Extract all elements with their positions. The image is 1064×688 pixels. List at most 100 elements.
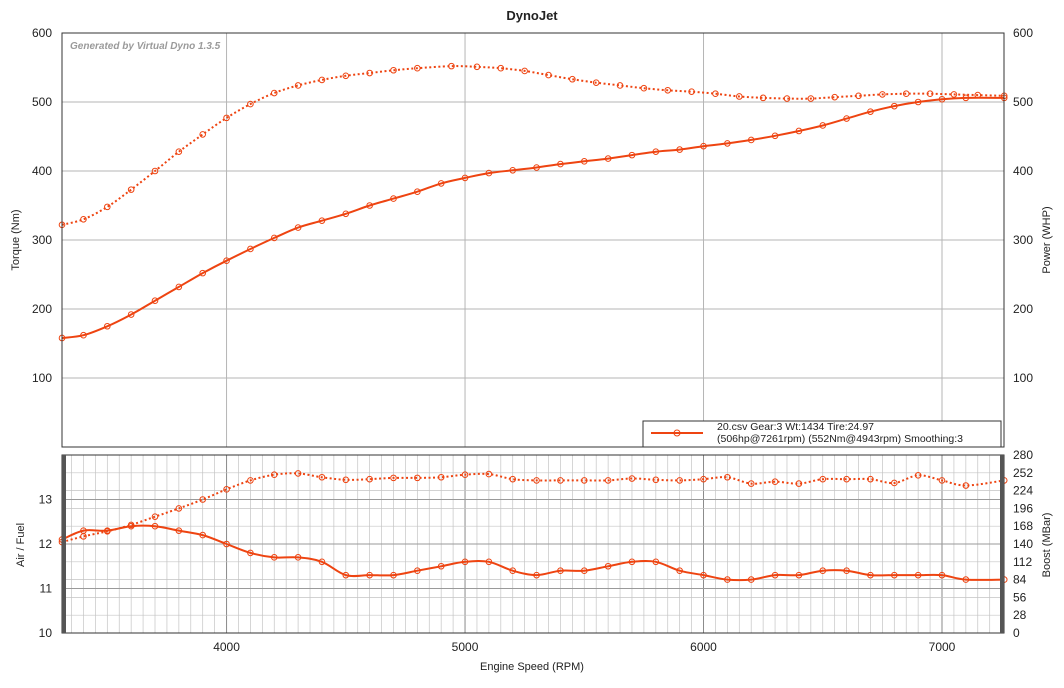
top-series-solid-point-7 bbox=[223, 257, 230, 265]
bottom-series-dotted-point-35 bbox=[890, 479, 898, 487]
top-right-tick-500: 500 bbox=[1013, 95, 1033, 109]
legend-line2: (506hp@7261rpm) (552Nm@4943rpm) Smoothin… bbox=[717, 433, 963, 445]
bottom-right-tick-labels: 0 28 56 84 112 140 168 196 224 252 280 bbox=[1013, 448, 1033, 640]
top-y-axis-label: Torque (Nm) bbox=[10, 209, 22, 270]
top-series-dotted-point-4 bbox=[151, 167, 159, 175]
bottom-right-tick-252: 252 bbox=[1013, 466, 1033, 480]
bottom-series-dotted-point-4 bbox=[151, 513, 159, 520]
bottom-left-tick-12: 12 bbox=[39, 537, 53, 551]
x-tick-6000: 6000 bbox=[690, 640, 717, 654]
chart-title: DynoJet bbox=[506, 8, 558, 23]
bottom-series-solid-point-34 bbox=[867, 571, 874, 579]
bottom-series-dotted-point-26 bbox=[676, 477, 683, 484]
top-series-solid-point-1 bbox=[80, 331, 87, 339]
bottom-series-dotted-point-18 bbox=[485, 470, 493, 478]
top-series-dotted-point-31 bbox=[807, 95, 815, 102]
legend-marker bbox=[673, 429, 681, 437]
bottom-left-tick-13: 13 bbox=[39, 493, 53, 507]
top-series-solid-point-21 bbox=[557, 160, 564, 168]
bottom-series-solid-point-19 bbox=[509, 567, 517, 575]
bottom-series-dotted-point-33 bbox=[843, 475, 850, 483]
top-series-dotted-point-21 bbox=[569, 75, 576, 83]
top-series-solid-point-8 bbox=[247, 245, 254, 253]
top-series-dotted-point-23 bbox=[616, 82, 624, 89]
top-series-solid-point-4 bbox=[151, 297, 159, 305]
bottom-right-tick-168: 168 bbox=[1013, 519, 1033, 533]
top-series-solid-point-9 bbox=[270, 234, 278, 242]
top-series-solid-point-10 bbox=[294, 224, 302, 231]
top-series-dotted-point-2 bbox=[104, 203, 111, 211]
top-series-dotted-point-16 bbox=[448, 62, 455, 70]
top-series-dotted-point-18 bbox=[497, 64, 505, 72]
top-series-solid-point-26 bbox=[676, 146, 683, 153]
top-series-dotted-point-36 bbox=[926, 90, 934, 98]
bottom-series-dotted-point-5 bbox=[175, 505, 183, 512]
bottom-series-dotted-point-25 bbox=[652, 476, 660, 484]
top-series-solid-point-20 bbox=[533, 164, 540, 171]
bottom-series-dotted-point-23 bbox=[604, 477, 612, 484]
top-series-solid-point-23 bbox=[604, 155, 612, 162]
bottom-series-dotted-point-38 bbox=[962, 482, 970, 489]
bottom-series-dotted-point-7 bbox=[223, 486, 230, 493]
top-series-dotted-point-26 bbox=[688, 88, 695, 95]
bottom-series-solid-point-6 bbox=[199, 531, 207, 539]
bottom-series-dotted-point-30 bbox=[771, 478, 779, 486]
x-axis-label: Engine Speed (RPM) bbox=[480, 661, 584, 673]
top-series-dotted-point-3 bbox=[127, 186, 135, 193]
top-series-solid-point-35 bbox=[890, 102, 898, 110]
bottom-series-dotted-point-22 bbox=[580, 477, 588, 484]
top-right-tick-400: 400 bbox=[1013, 164, 1033, 178]
bottom-series-solid-point-30 bbox=[771, 571, 779, 579]
bottom-right-tick-56: 56 bbox=[1013, 590, 1027, 604]
bottom-left-tick-labels: 10 11 12 13 bbox=[39, 493, 53, 641]
bottom-series-solid-point-10 bbox=[294, 554, 302, 561]
bottom-series-dotted-point-32 bbox=[819, 475, 827, 483]
bottom-series-dotted-point-21 bbox=[557, 477, 564, 484]
top-series-solid-point-12 bbox=[342, 210, 350, 218]
bottom-series-solid-point-37 bbox=[938, 571, 946, 579]
top-series-dotted-point-32 bbox=[831, 93, 838, 101]
top-series-dotted-point-10 bbox=[294, 82, 302, 89]
top-left-tick-300: 300 bbox=[32, 233, 52, 247]
bottom-right-tick-84: 84 bbox=[1013, 573, 1027, 587]
bottom-series-solid-point-36 bbox=[914, 571, 922, 579]
top-right-tick-300: 300 bbox=[1013, 233, 1033, 247]
top-series-solid-point-27 bbox=[700, 142, 707, 150]
bottom-series-dotted-point-24 bbox=[628, 475, 636, 482]
bottom-series-dotted-point-16 bbox=[437, 473, 445, 481]
bottom-series-solid-point-23 bbox=[604, 562, 612, 570]
top-series-solid-point-28 bbox=[724, 140, 731, 147]
top-series-solid-point-22 bbox=[580, 158, 588, 165]
bottom-series-dotted-point-12 bbox=[342, 476, 350, 484]
bottom-series-solid-point-13 bbox=[366, 571, 373, 579]
bottom-right-tick-140: 140 bbox=[1013, 537, 1033, 551]
top-series-solid-point-13 bbox=[366, 202, 373, 209]
top-series-dotted-point-20 bbox=[545, 71, 552, 79]
top-series-dotted-point-30 bbox=[783, 95, 791, 102]
top-series-solid-point-30 bbox=[771, 132, 779, 140]
bottom-series-dotted-point-37 bbox=[938, 477, 946, 484]
bottom-series-solid-point-11 bbox=[318, 558, 326, 566]
bottom-series-solid-point-18 bbox=[485, 558, 493, 566]
bottom-right-tick-196: 196 bbox=[1013, 501, 1033, 515]
bottom-series-dotted-point-34 bbox=[867, 475, 874, 483]
bottom-y-axis-label: Air / Fuel bbox=[15, 523, 27, 567]
top-series-dotted-point-19 bbox=[521, 67, 528, 75]
x-tick-5000: 5000 bbox=[452, 640, 479, 654]
bottom-right-ruler bbox=[1000, 455, 1004, 633]
top-series-solid-line bbox=[61, 96, 1005, 339]
bottom-series-solid-point-38 bbox=[962, 576, 970, 583]
bottom-series-dotted-point-29 bbox=[747, 480, 755, 487]
top-left-tick-400: 400 bbox=[32, 164, 52, 178]
top-left-tick-600: 600 bbox=[32, 26, 52, 40]
bottom-series-solid-point-1 bbox=[80, 527, 87, 534]
top-series-solid-point-29 bbox=[747, 136, 755, 144]
top-series-dotted-point-15 bbox=[414, 64, 421, 72]
top-series-dotted-point-25 bbox=[664, 86, 672, 94]
bottom-series-solid-point-31 bbox=[795, 571, 803, 579]
top-series-dotted-point-1 bbox=[80, 216, 87, 223]
bottom-series-dotted-point-36 bbox=[914, 472, 922, 479]
bottom-series-solid-point-26 bbox=[676, 567, 683, 575]
